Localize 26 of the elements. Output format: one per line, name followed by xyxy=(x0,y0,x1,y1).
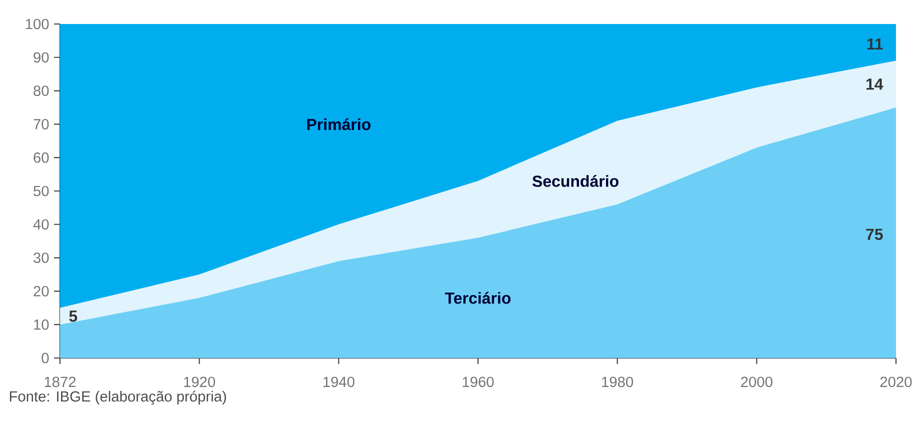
series-label: Secundário xyxy=(532,175,618,187)
y-tick-label: 50 xyxy=(34,186,49,196)
annotation: 11 xyxy=(867,38,883,50)
y-tick-label: 70 xyxy=(34,119,49,130)
x-tick-label: 1980 xyxy=(602,376,634,388)
y-tick-label: 30 xyxy=(34,252,49,263)
x-tick-label: 1960 xyxy=(462,376,494,388)
x-tick-label: 1920 xyxy=(184,376,216,388)
annotation: 5 xyxy=(69,310,78,322)
y-tick-label: 10 xyxy=(34,319,49,330)
series-label: Primário xyxy=(307,118,370,130)
y-tick-label: 60 xyxy=(34,152,49,163)
series-label: Terciário xyxy=(444,292,511,304)
annotation: 14 xyxy=(866,78,884,90)
y-tick-label: 80 xyxy=(34,86,49,96)
y-tick-label: 0 xyxy=(42,352,49,364)
y-tick-label: 20 xyxy=(34,286,49,296)
y-tick-label: 90 xyxy=(34,52,49,63)
x-tick-label: 2000 xyxy=(741,376,772,388)
y-tick-label: 40 xyxy=(33,219,49,230)
y-tick-label: 100 xyxy=(26,18,49,30)
x-tick-label: 1872 xyxy=(44,376,76,388)
x-tick-label: 1940 xyxy=(323,376,354,388)
x-tick-label: 2020 xyxy=(880,376,912,388)
source-note: Fonte: IBGE (elaboração própria) xyxy=(10,390,226,405)
annotation: 75 xyxy=(866,228,883,240)
